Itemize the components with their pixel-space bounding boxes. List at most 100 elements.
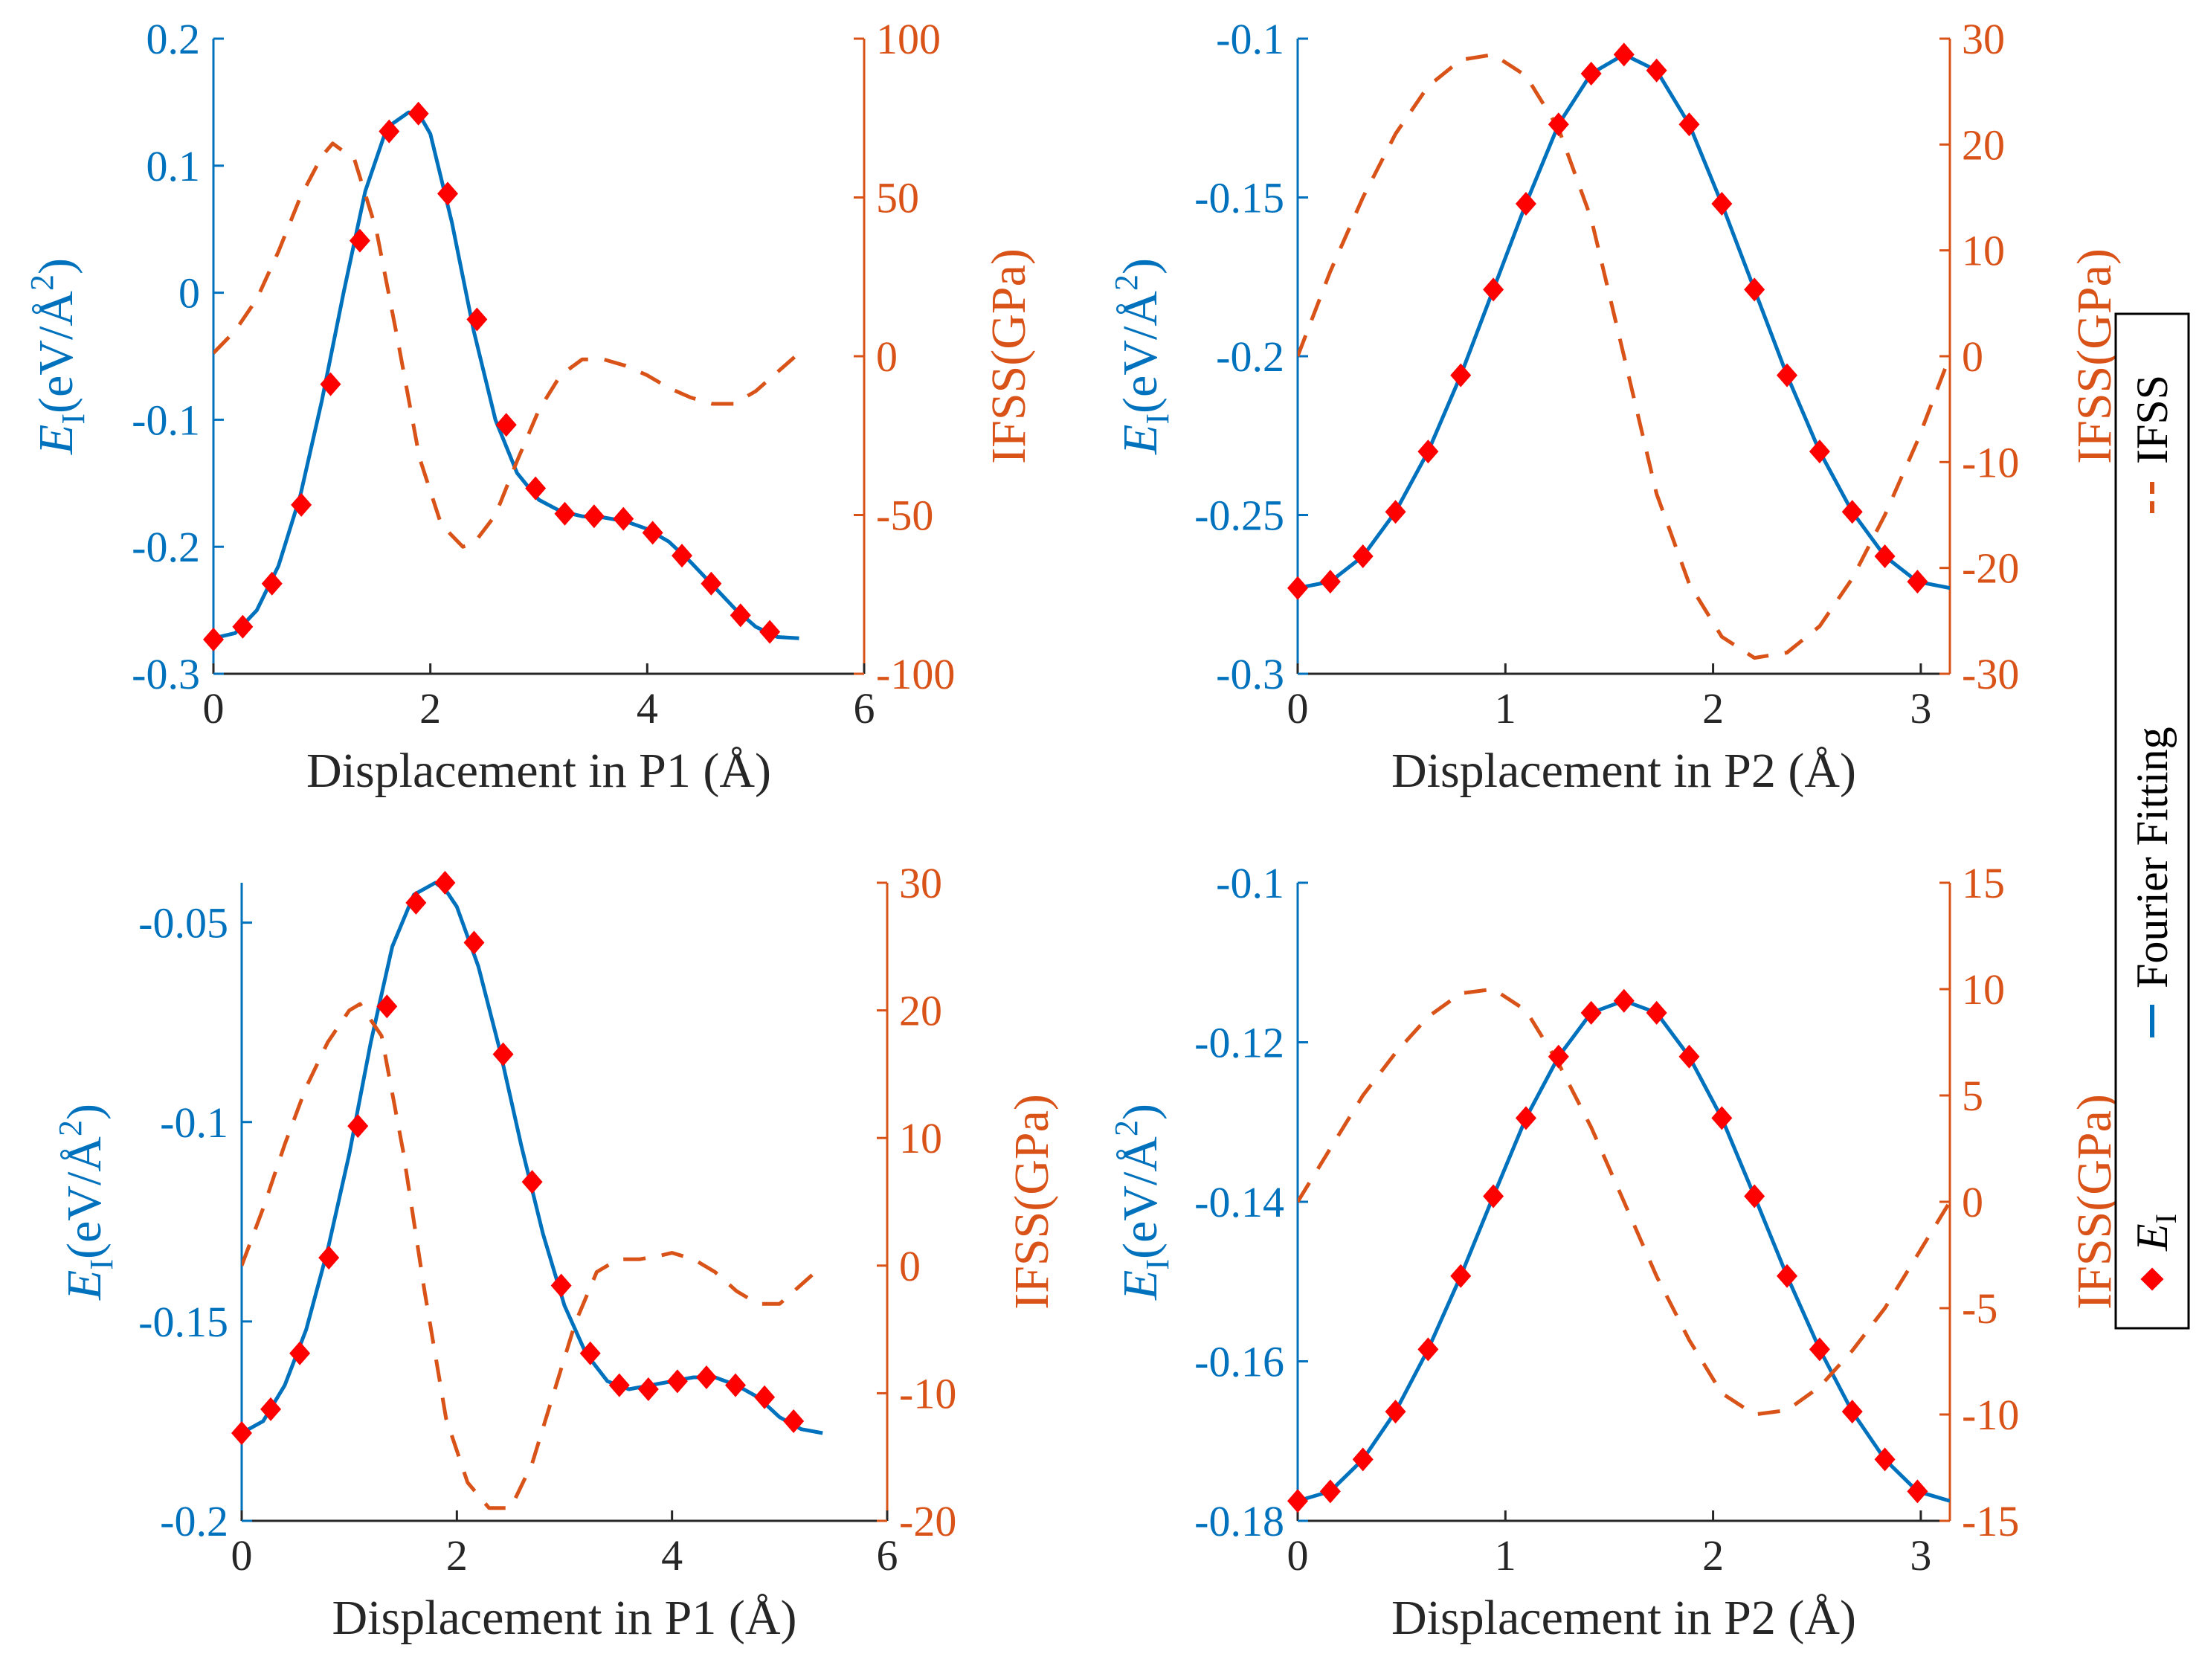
- energy-data-point: [1352, 1447, 1374, 1472]
- energy-data-point: [1548, 112, 1569, 137]
- energy-data-point: [1483, 1184, 1504, 1208]
- y-right-tick-label: 10: [899, 1114, 942, 1162]
- y-label-units: (eV/Å: [57, 1136, 112, 1259]
- energy-data-point: [701, 571, 722, 596]
- x-axis-title: Displacement in P2 (Å): [1391, 744, 1856, 798]
- y-right-tick-label: -20: [1962, 544, 2019, 593]
- y-axis-right-title: IFSS(GPa): [2067, 248, 2122, 464]
- energy-data-point: [1450, 363, 1472, 387]
- legend-label-energy: EI: [2128, 1214, 2183, 1252]
- energy-data-point: [408, 101, 429, 126]
- y-left-tick-label: -0.15: [138, 1298, 228, 1346]
- y-label-close: ): [1113, 258, 1168, 274]
- energy-data-point: [320, 372, 341, 396]
- energy-data-point: [613, 506, 634, 531]
- y-left-tick-label: -0.25: [1194, 492, 1284, 540]
- y-label-close: ): [29, 258, 83, 274]
- y-left-tick-label: -0.14: [1194, 1178, 1284, 1226]
- energy-data-point: [1613, 42, 1635, 67]
- y-left-tick-label: -0.2: [160, 1497, 228, 1545]
- energy-data-point: [1548, 1044, 1569, 1069]
- energy-data-point: [1385, 500, 1406, 524]
- energy-data-point: [725, 1373, 747, 1397]
- energy-data-point: [1417, 1337, 1439, 1362]
- y-axis-right-title: IFSS(GPa): [2067, 1094, 2122, 1310]
- ifss-dashed-line: [213, 141, 801, 549]
- energy-data-point: [1777, 1264, 1798, 1288]
- legend-item-marker: EI: [2128, 1214, 2183, 1291]
- energy-data-point: [291, 492, 312, 517]
- energy-data-point: [289, 1341, 311, 1365]
- energy-data-point: [1809, 440, 1830, 464]
- y-left-tick-label: -0.15: [1194, 174, 1284, 222]
- energy-data-point: [1711, 192, 1733, 216]
- y-label-symbol: E: [57, 1270, 112, 1301]
- energy-data-point: [783, 1409, 805, 1433]
- energy-data-point: [554, 501, 576, 526]
- y-label-units: (eV/Å: [29, 291, 83, 413]
- y-label-units: (eV/Å: [1113, 1136, 1168, 1259]
- legend-marker-symbol: [2140, 1267, 2164, 1291]
- y-right-tick-label: 15: [1962, 859, 2005, 907]
- energy-data-point: [260, 1397, 282, 1421]
- legend-label-ifss: IFSS: [2128, 375, 2177, 464]
- y-axis-left-title: EI(eV/Å2): [52, 1104, 120, 1301]
- energy-data-point: [583, 504, 605, 529]
- energy-data-point: [1580, 1000, 1602, 1025]
- y-right-tick-label: 0: [1962, 332, 1983, 381]
- energy-data-point: [1874, 544, 1896, 569]
- y-label-symbol: E: [29, 425, 83, 455]
- y-label-subscript: I: [1139, 1259, 1176, 1270]
- y-axis-right-title-text: IFSS(GPa): [982, 248, 1036, 464]
- y-right-tick-label: 30: [899, 859, 942, 907]
- y-label-close: ): [57, 1104, 112, 1120]
- y-left-tick-label: -0.2: [132, 523, 200, 571]
- y-right-tick-label: -100: [876, 650, 955, 698]
- x-tick-label: 3: [1910, 1531, 1931, 1580]
- energy-data-point: [1646, 58, 1667, 83]
- energy-data-point: [232, 614, 254, 639]
- y-left-tick-label: -0.2: [1216, 332, 1284, 381]
- y-left-tick-label: -0.05: [138, 899, 228, 947]
- energy-data-point: [642, 521, 663, 545]
- y-right-tick-label: -15: [1962, 1497, 2019, 1545]
- energy-data-point: [759, 619, 781, 644]
- y-left-tick-label: -0.3: [1216, 650, 1284, 698]
- energy-data-point: [1385, 1400, 1406, 1424]
- y-label-units: (eV/Å: [1113, 291, 1168, 413]
- legend-label-fourier: Fourier Fitting: [2128, 727, 2177, 988]
- energy-data-point: [1907, 1479, 1928, 1504]
- y-left-tick-label: -0.1: [160, 1098, 228, 1147]
- energy-data-point: [666, 1369, 688, 1394]
- energy-data-point: [203, 627, 224, 651]
- y-left-tick-label: -0.1: [132, 396, 200, 444]
- y-right-tick-label: -10: [1962, 1391, 2019, 1439]
- ifss-dashed-line: [1298, 987, 1950, 1417]
- energy-data-point: [1613, 988, 1635, 1013]
- x-axis-title: Displacement in P2 (Å): [1391, 1591, 1856, 1645]
- energy-data-point: [521, 1170, 543, 1194]
- legend-item-fourier: Fourier Fitting: [2128, 727, 2177, 1037]
- x-tick-label: 0: [203, 684, 225, 733]
- y-label-symbol: E: [1113, 1270, 1168, 1301]
- energy-data-point: [1907, 570, 1928, 594]
- energy-data-point: [1352, 544, 1374, 569]
- y-label-subscript: I: [1139, 413, 1176, 425]
- energy-data-point: [347, 1114, 369, 1139]
- energy-data-point: [379, 119, 400, 144]
- y-axis-right-title-text: IFSS(GPa): [2067, 248, 2122, 464]
- fourier-fit-line: [242, 881, 823, 1435]
- energy-data-point: [1874, 1447, 1896, 1472]
- y-right-tick-label: 0: [876, 332, 898, 381]
- x-tick-label: 4: [637, 684, 658, 733]
- energy-data-point: [376, 994, 398, 1019]
- y-axis-left-title: EI(eV/Å2): [24, 258, 91, 455]
- energy-data-point: [1319, 1479, 1341, 1504]
- x-tick-label: 2: [1702, 684, 1724, 733]
- energy-data-point: [1809, 1337, 1830, 1362]
- energy-data-point: [579, 1341, 601, 1365]
- y-right-tick-label: -20: [899, 1497, 956, 1545]
- y-left-tick-label: -0.1: [1216, 15, 1284, 63]
- energy-data-point: [1287, 1489, 1308, 1513]
